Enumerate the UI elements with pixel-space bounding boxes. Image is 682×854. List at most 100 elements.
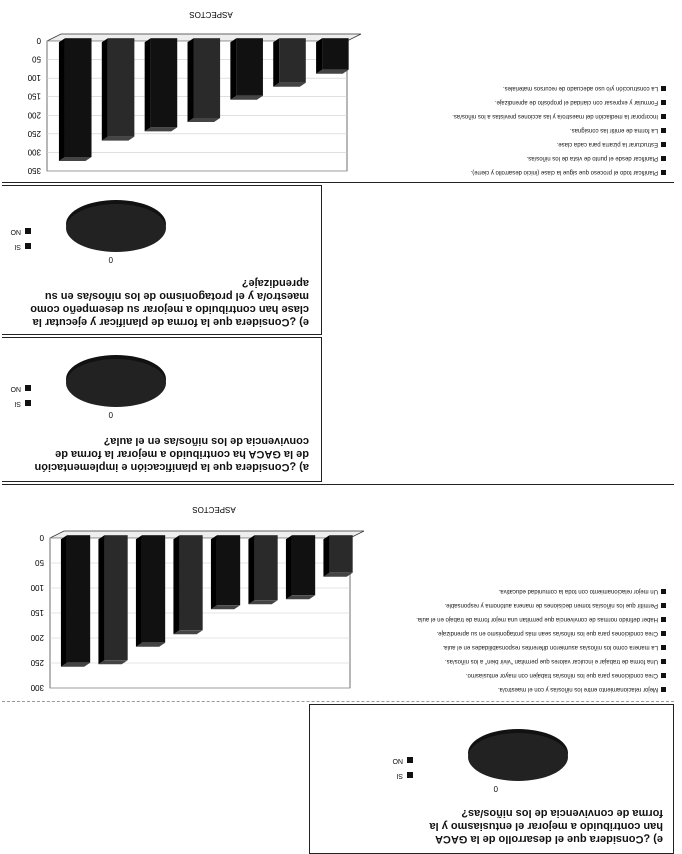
bar [210,535,241,610]
bar-front [236,38,263,96]
legend-item: La construcción y/o uso adecuado de recu… [376,84,666,92]
legend-swatch [661,114,666,119]
bar [316,38,349,74]
legend-q4: SI NO [11,224,31,254]
legend-swatch [661,687,666,692]
bar-top [135,642,166,647]
bar [101,38,135,141]
x-axis-label: ASPECTOS [189,10,232,19]
y-tick-label: 200 [30,633,44,642]
legend-item: Mejor relacionamiento entre los niños/as… [386,685,666,693]
legend-label: Mejor relacionamiento entre los niños/as… [497,686,658,692]
bar-chart-q2: 0 50 100 150 200 250 300 ASPECTOS [30,505,365,692]
bar-top [285,595,316,600]
legend-label: La manera como los niños/as asumieron di… [442,644,658,650]
bar [173,535,203,635]
bar-top [144,127,178,132]
y-tick-label: 50 [32,55,41,64]
bar-top [230,95,263,100]
bar-front [150,38,178,128]
bar-top [323,572,353,577]
bar-side [135,535,142,647]
pie-q1 [468,729,568,781]
bar [98,535,128,665]
legend-label: Planificar desde el punto de vista de lo… [526,155,658,161]
bar-front [254,535,278,601]
bar-front [322,38,349,70]
legend-label: Incorporar la mediación del maestro/a y … [452,113,658,119]
bar-side [323,535,330,577]
bar-side [173,535,180,635]
legend-label: Crea condiciones para que los niños/as s… [436,630,658,636]
legend-swatch [661,645,666,650]
legend-q1: SI NO [393,753,413,783]
y-tick-label: 100 [30,583,44,592]
legend-item: Planificar todo el proceso que sigue la … [376,168,666,176]
bar-front [64,38,92,158]
legend-item: La manera como los niños/as asumieron di… [386,643,666,651]
y-tick-label: 200 [27,110,41,119]
bar-front [329,535,353,573]
bar [230,38,263,100]
bar-front [291,535,316,596]
y-tick-label: 300 [27,147,41,156]
bar-top [316,69,349,74]
legend-swatch [661,100,666,105]
bar-front [279,38,306,83]
legend-swatch [661,631,666,636]
y-tick-label: 350 [27,166,41,175]
legend-item: Formular y expresar con claridad el prop… [376,98,666,106]
y-tick-label: 250 [27,129,41,138]
y-tick-label: 0 [39,533,44,542]
bar-top [60,662,91,667]
bar-side [248,535,255,605]
bar-side [101,38,108,141]
legend-label: Haber definido normas de convivencia que… [416,616,658,622]
bar [135,535,166,647]
bar-side [273,38,280,87]
legend-label: Formular y expresar con claridad el prop… [494,99,658,105]
x-axis-label: ASPECTOS [192,505,235,514]
bar [58,38,92,162]
legend-label: La forma de emitir las consignas. [569,127,658,133]
legend-swatch [661,617,666,622]
legend-label: La construcción y/o uso adecuado de recu… [502,85,658,91]
question-title-q4: e) ¿Considera que la forma de planificar… [30,277,309,328]
bar-side [285,535,292,600]
legend-label: Una forma de trabajar e inculcar valores… [444,658,658,664]
legend-item: Permitir que los niños/as tomen decision… [386,601,666,609]
legend-swatch [661,128,666,133]
pie-q3 [66,355,166,407]
bar-top [210,605,241,610]
pie-value-label-q3: 0 [108,410,113,419]
bar-side [316,38,323,74]
legend-item-no: NO [393,753,413,768]
pie-value-label-q1: 0 [493,784,498,793]
legend-label: Crea condiciones para que los niños/as t… [465,672,658,678]
legend-swatch [407,757,413,764]
bar-front [107,38,135,137]
bar-top [273,82,306,87]
legend-item-si: SI [11,396,31,411]
legend-swatch [661,659,666,664]
legend-item-no: NO [11,224,31,239]
bar-top [98,660,128,665]
legend-item-no: NO [11,381,31,396]
legend-item: Crea condiciones para que los niños/as t… [386,671,666,679]
bar-chart-panel-q5: Planificar todo el proceso que sigue la … [2,1,674,183]
question-title-q1: e) ¿Considera que el desarrollo de la GA… [429,807,663,845]
pie-value-label-q4: 0 [108,255,113,264]
legend-item: Estructurar la pizarra para cada clase. [376,140,666,148]
legend-item: Un mejor relacionamiento con toda la com… [386,587,666,595]
bar [285,535,316,600]
bar-side [144,38,151,132]
bar-front [179,535,203,631]
legend-label: Planificar todo el proceso que sigue la … [470,169,658,175]
bar-front [216,535,241,606]
chart-floor [49,530,365,539]
bar [187,38,221,123]
bar-front [193,38,221,119]
pie-chart-panel-q3: a) ¿Considera que la planificación e imp… [2,337,322,482]
bar [323,535,353,577]
y-tick-label: 0 [36,36,41,45]
